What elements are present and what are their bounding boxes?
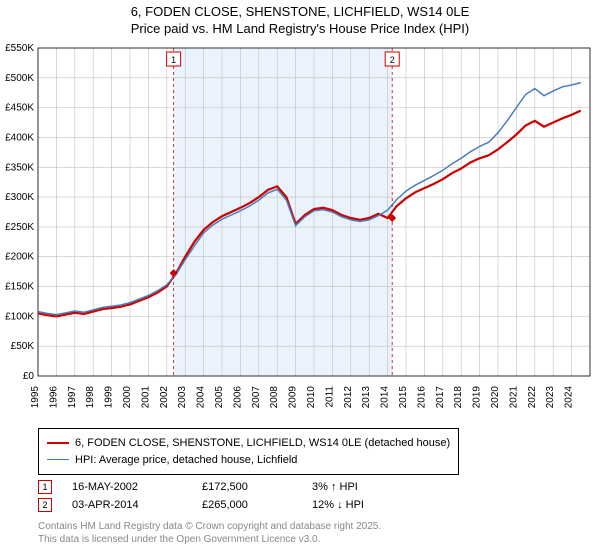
x-tick-label: 2008 [269,386,280,409]
sale-pct-vs-hpi: 3% ↑ HPI [312,481,412,493]
chart-title: 6, FODEN CLOSE, SHENSTONE, LICHFIELD, WS… [0,0,600,38]
x-tick-label: 2007 [251,386,262,409]
x-tick-label: 2017 [435,386,446,409]
x-tick-label: 1996 [48,386,59,409]
sale-marker-label: 2 [390,55,395,65]
x-tick-label: 2018 [453,386,464,409]
x-tick-label: 2003 [177,386,188,409]
y-tick-label: £50K [11,341,35,352]
sale-marker-box: 1 [38,480,52,494]
x-tick-label: 2013 [361,386,372,409]
x-tick-label: 2016 [416,386,427,409]
y-tick-label: £500K [5,73,34,84]
sale-event-row: 2 03-APR-2014 £265,000 12% ↓ HPI [38,496,412,514]
x-tick-label: 2002 [159,386,170,409]
sale-price: £265,000 [202,499,292,511]
x-tick-label: 1998 [85,386,96,409]
sale-event-row: 1 16-MAY-2002 £172,500 3% ↑ HPI [38,478,412,496]
sale-marker-label: 1 [171,55,176,65]
x-tick-label: 1999 [104,386,115,409]
legend-label: 6, FODEN CLOSE, SHENSTONE, LICHFIELD, WS… [75,435,450,452]
sale-price: £172,500 [202,481,292,493]
y-tick-label: £400K [5,132,34,143]
y-tick-label: £450K [5,103,34,114]
x-tick-label: 2000 [122,386,133,409]
y-tick-label: £250K [5,222,34,233]
x-tick-label: 2001 [140,386,151,409]
legend-swatch [47,442,69,444]
y-tick-label: £0 [23,371,35,382]
attrib-line-2: This data is licensed under the Open Gov… [38,533,381,546]
y-tick-label: £100K [5,311,34,322]
x-tick-label: 2023 [545,386,556,409]
y-tick-label: £350K [5,162,34,173]
y-tick-label: £550K [5,43,34,54]
sale-date: 16-MAY-2002 [72,481,182,493]
x-tick-label: 2022 [527,386,538,409]
y-tick-label: £150K [5,282,34,293]
legend-item: 6, FODEN CLOSE, SHENSTONE, LICHFIELD, WS… [47,435,450,452]
x-tick-label: 2004 [196,386,207,409]
x-tick-label: 2005 [214,386,225,409]
x-tick-label: 2020 [490,386,501,409]
x-tick-label: 1995 [30,386,41,409]
x-tick-label: 2014 [380,386,391,409]
x-tick-label: 2009 [288,386,299,409]
y-tick-label: £200K [5,252,34,263]
x-tick-label: 2010 [306,386,317,409]
x-tick-label: 2015 [398,386,409,409]
legend-item: HPI: Average price, detached house, Lich… [47,452,450,469]
x-tick-label: 2024 [564,386,575,409]
title-line-1: 6, FODEN CLOSE, SHENSTONE, LICHFIELD, WS… [0,4,600,21]
sale-events-table: 1 16-MAY-2002 £172,500 3% ↑ HPI 2 03-APR-2014… [38,478,412,514]
attrib-line-1: Contains HM Land Registry data © Crown c… [38,520,381,533]
sale-pct-vs-hpi: 12% ↓ HPI [312,499,412,511]
y-tick-label: £300K [5,192,34,203]
x-tick-label: 2012 [343,386,354,409]
legend-swatch [47,459,69,460]
price-chart: £0 £50K £100K £150K £200K £250K £300K £350K £400… [0,42,600,422]
x-tick-label: 2006 [232,386,243,409]
sale-date: 03-APR-2014 [72,499,182,511]
x-tick-label: 2011 [324,386,335,408]
attribution: Contains HM Land Registry data © Crown c… [38,520,381,546]
x-tick-label: 2019 [472,386,483,409]
sale-marker-box: 2 [38,498,52,512]
legend-label: HPI: Average price, detached house, Lich… [75,452,297,469]
chart-legend: 6, FODEN CLOSE, SHENSTONE, LICHFIELD, WS… [38,428,459,475]
x-tick-label: 2021 [508,386,519,409]
x-tick-label: 1997 [67,386,78,409]
title-line-2: Price paid vs. HM Land Registry's House … [0,21,600,38]
